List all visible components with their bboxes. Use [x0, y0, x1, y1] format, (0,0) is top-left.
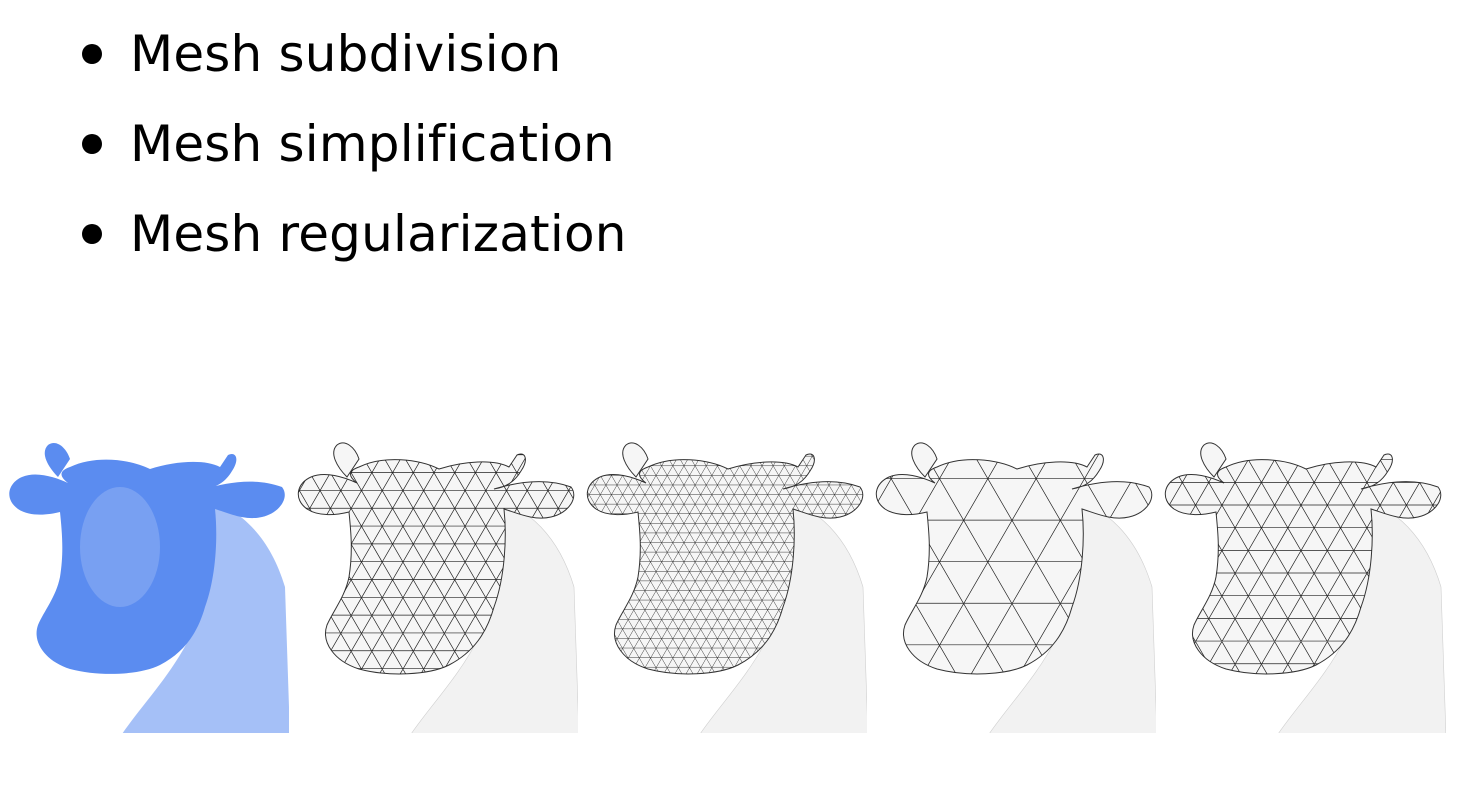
cow-panel-smooth — [0, 437, 290, 733]
bullet-text: Mesh subdivision — [130, 25, 562, 83]
cow-body — [122, 497, 290, 733]
bullet-text: Mesh simplification — [130, 115, 615, 173]
bullet-item: Mesh subdivision — [78, 24, 627, 114]
cow-head — [586, 453, 864, 675]
bullet-dot — [82, 134, 102, 154]
cow-illustration — [1164, 442, 1446, 733]
cow-panel-wireframe-regular — [1156, 437, 1446, 733]
bullet-dot — [82, 224, 102, 244]
cow-horn — [622, 442, 649, 478]
cow-horn — [911, 442, 938, 478]
cow-illustration — [586, 442, 868, 733]
cow-illustration — [9, 442, 290, 733]
cow-panel-wireframe-medium — [289, 437, 579, 733]
cow-horn — [44, 442, 70, 477]
bullet-dot — [82, 44, 102, 64]
cow-head — [9, 453, 285, 674]
cow-horn — [1200, 442, 1227, 478]
cow-panel-wireframe-dense — [578, 437, 868, 733]
cow-head — [1164, 453, 1442, 675]
cow-panel-wireframe-coarse — [867, 437, 1157, 733]
bullet-text: Mesh regularization — [130, 205, 627, 263]
mesh-lines — [587, 453, 863, 674]
cow-head — [297, 453, 575, 675]
cow-mesh-figure — [0, 437, 1460, 737]
cow-horn — [333, 442, 360, 478]
cow-highlight — [80, 487, 160, 607]
cow-illustration — [875, 442, 1157, 733]
cow-head — [875, 453, 1153, 675]
cow-illustration — [297, 442, 579, 733]
bullet-item: Mesh regularization — [78, 204, 627, 294]
bullet-item: Mesh simplification — [78, 114, 627, 204]
bullet-list: Mesh subdivision Mesh simplification Mes… — [78, 24, 627, 294]
